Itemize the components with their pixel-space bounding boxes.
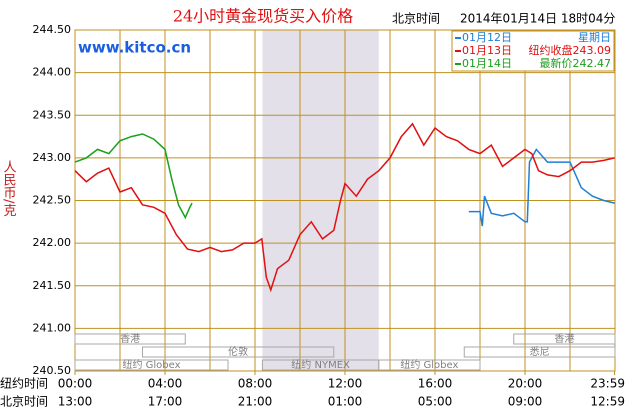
legend-box (451, 30, 615, 72)
x-secondary-label: 17:00 (148, 395, 183, 409)
chart-title: 24小时黄金现货买入价格 (173, 7, 353, 26)
legend-name: 01月13日 (462, 44, 512, 57)
session-label: 伦敦 (228, 345, 248, 358)
session-bar (74, 359, 229, 371)
y-tick-label: 244.00 (33, 66, 72, 79)
session-bar (74, 333, 186, 345)
legend-name: 01月14日 (462, 57, 512, 70)
legend-note: 星期日 (578, 31, 611, 44)
x-secondary-label: 12:59 (590, 395, 625, 409)
y-tick-label: 241.00 (33, 321, 72, 334)
x-tick-label: 23:59 (590, 377, 625, 391)
session-bar (378, 359, 481, 371)
x-secondary-label: 13:00 (58, 395, 93, 409)
legend-name: 01月12日 (462, 31, 512, 44)
x-secondary-label: 05:00 (418, 395, 453, 409)
y-tick-label: 241.50 (33, 279, 72, 292)
y-tick-label: 243.00 (33, 151, 72, 164)
y-tick-label: 242.00 (33, 236, 72, 249)
session-bar (513, 333, 616, 345)
session-label: 纽约 NYMEX (291, 358, 350, 371)
session-label: 香港 (120, 333, 140, 345)
subtitle-label: 北京时间 (392, 12, 440, 26)
session-bar (463, 346, 616, 358)
legend-note: 纽约收盘243.09 (529, 43, 612, 57)
watermark: www.kitco.cn (78, 39, 191, 57)
y-tick-label: 244.50 (33, 23, 72, 36)
x-tick-label: 04:00 (148, 377, 183, 391)
x-tick-label: 00:00 (58, 377, 93, 391)
x-tick-label: 16:00 (418, 377, 453, 391)
legend-note: 最新价242.47 (540, 56, 612, 70)
session-bar (142, 346, 335, 358)
price-line (74, 122, 615, 293)
x-row-label: 北京时间 (0, 395, 48, 409)
x-row-label: 纽约时间 (0, 376, 48, 391)
x-tick-label: 12:00 (328, 377, 363, 391)
x-tick-label: 20:00 (508, 377, 543, 391)
session-label: 纽约 Globex (400, 358, 458, 371)
y-tick-label: 242.50 (33, 194, 72, 207)
subtitle-date: 2014年01月14日 18时04分 (460, 12, 615, 26)
session-label: 香港 (554, 333, 574, 345)
session-label: 悉尼 (530, 346, 550, 358)
x-tick-label: 08:00 (238, 377, 273, 391)
price-line (74, 133, 193, 220)
x-secondary-label: 09:00 (508, 395, 543, 409)
y-axis-label: 人民币/克 (1, 160, 17, 218)
y-tick-label: 243.50 (33, 108, 72, 121)
x-secondary-label: 01:00 (328, 395, 363, 409)
y-tick-label: 240.50 (33, 364, 72, 377)
price-line (468, 148, 615, 227)
session-label: 纽约 Globex (122, 358, 180, 371)
x-secondary-label: 21:00 (238, 395, 273, 409)
